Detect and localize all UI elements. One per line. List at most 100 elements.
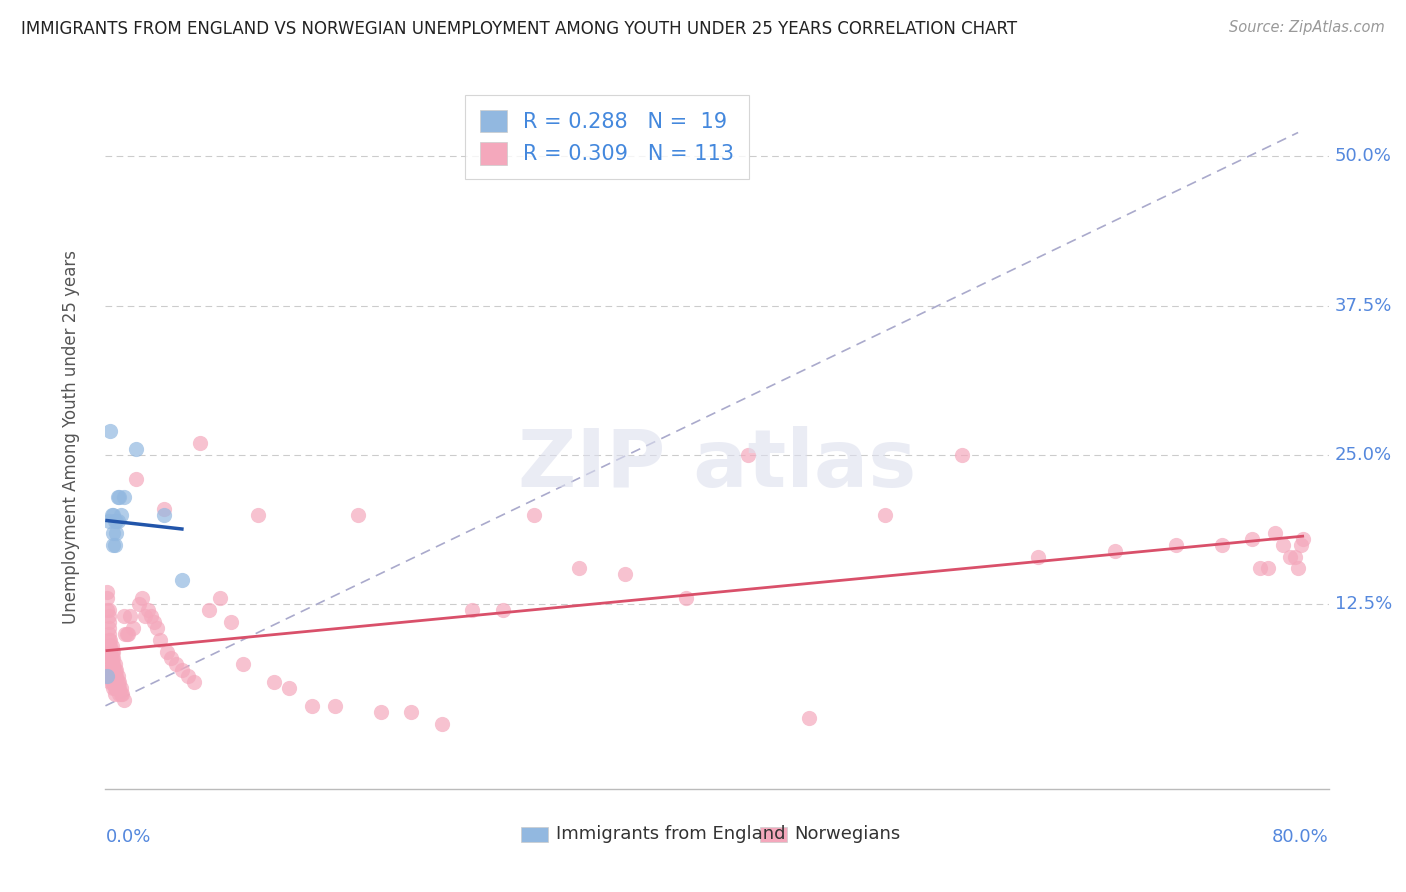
- Point: [1211, 538, 1233, 552]
- Point: [134, 609, 156, 624]
- Point: [1026, 549, 1049, 564]
- Point: [152, 508, 174, 522]
- Point: [177, 669, 200, 683]
- Bar: [522, 827, 548, 842]
- Point: [1292, 532, 1315, 546]
- Point: [323, 698, 346, 713]
- Point: [112, 693, 135, 707]
- Point: [247, 508, 270, 522]
- Point: [96, 585, 118, 599]
- Point: [101, 508, 124, 522]
- Point: [219, 615, 242, 630]
- Point: [104, 674, 127, 689]
- Point: [105, 663, 128, 677]
- Point: [98, 645, 121, 659]
- Point: [110, 508, 132, 522]
- Point: [100, 639, 122, 653]
- Point: [98, 669, 121, 683]
- Bar: [759, 827, 787, 842]
- Point: [115, 627, 138, 641]
- Point: [98, 639, 121, 653]
- Point: [568, 561, 591, 575]
- Point: [101, 669, 124, 683]
- Point: [101, 663, 124, 677]
- Point: [950, 448, 973, 462]
- Point: [107, 490, 129, 504]
- Point: [170, 663, 193, 677]
- Point: [141, 609, 163, 624]
- Point: [98, 633, 121, 648]
- Point: [105, 669, 128, 683]
- Text: Immigrants from England: Immigrants from England: [555, 825, 785, 843]
- Point: [105, 681, 128, 695]
- Point: [104, 538, 127, 552]
- Point: [97, 639, 120, 653]
- Y-axis label: Unemployment Among Youth under 25 years: Unemployment Among Youth under 25 years: [62, 250, 80, 624]
- Text: 12.5%: 12.5%: [1334, 595, 1392, 614]
- Point: [165, 657, 187, 671]
- Legend: R = 0.288   N =  19, R = 0.309   N = 113: R = 0.288 N = 19, R = 0.309 N = 113: [465, 95, 749, 179]
- Point: [136, 603, 159, 617]
- Point: [108, 681, 131, 695]
- Text: Source: ZipAtlas.com: Source: ZipAtlas.com: [1229, 20, 1385, 35]
- Point: [149, 633, 172, 648]
- Point: [101, 645, 124, 659]
- Point: [96, 669, 118, 683]
- Point: [1241, 532, 1264, 546]
- Point: [97, 621, 120, 635]
- Point: [108, 687, 131, 701]
- Point: [160, 651, 183, 665]
- Point: [131, 591, 153, 606]
- Point: [105, 525, 128, 540]
- Point: [430, 716, 453, 731]
- Point: [107, 514, 129, 528]
- Point: [105, 674, 128, 689]
- Point: [1289, 538, 1312, 552]
- Point: [1104, 543, 1126, 558]
- Point: [1264, 525, 1286, 540]
- Point: [108, 490, 131, 504]
- Point: [737, 448, 759, 462]
- Point: [104, 669, 127, 683]
- Point: [122, 621, 145, 635]
- Point: [96, 603, 118, 617]
- Point: [370, 705, 392, 719]
- Point: [399, 705, 422, 719]
- Point: [523, 508, 546, 522]
- Point: [100, 508, 122, 522]
- Point: [1164, 538, 1187, 552]
- Point: [155, 645, 177, 659]
- Point: [183, 674, 205, 689]
- Text: IMMIGRANTS FROM ENGLAND VS NORWEGIAN UNEMPLOYMENT AMONG YOUTH UNDER 25 YEARS COR: IMMIGRANTS FROM ENGLAND VS NORWEGIAN UNE…: [21, 20, 1017, 37]
- Point: [98, 663, 121, 677]
- Point: [1286, 561, 1309, 575]
- Point: [105, 514, 128, 528]
- Point: [118, 609, 141, 624]
- Point: [170, 574, 193, 588]
- Point: [1284, 549, 1306, 564]
- Point: [107, 669, 129, 683]
- Point: [198, 603, 221, 617]
- Point: [101, 681, 124, 695]
- Point: [232, 657, 254, 671]
- Point: [100, 674, 122, 689]
- Point: [108, 674, 131, 689]
- Point: [101, 651, 124, 665]
- Point: [97, 609, 120, 624]
- Point: [97, 627, 120, 641]
- Point: [112, 609, 135, 624]
- Text: ZIP atlas: ZIP atlas: [517, 426, 917, 504]
- Point: [100, 663, 122, 677]
- Point: [104, 681, 127, 695]
- Point: [112, 490, 135, 504]
- Point: [117, 627, 139, 641]
- Point: [263, 674, 285, 689]
- Point: [797, 711, 820, 725]
- Point: [96, 591, 118, 606]
- Point: [1249, 561, 1271, 575]
- Point: [111, 687, 134, 701]
- Point: [104, 514, 127, 528]
- Point: [104, 663, 127, 677]
- Point: [97, 615, 120, 630]
- Point: [104, 687, 127, 701]
